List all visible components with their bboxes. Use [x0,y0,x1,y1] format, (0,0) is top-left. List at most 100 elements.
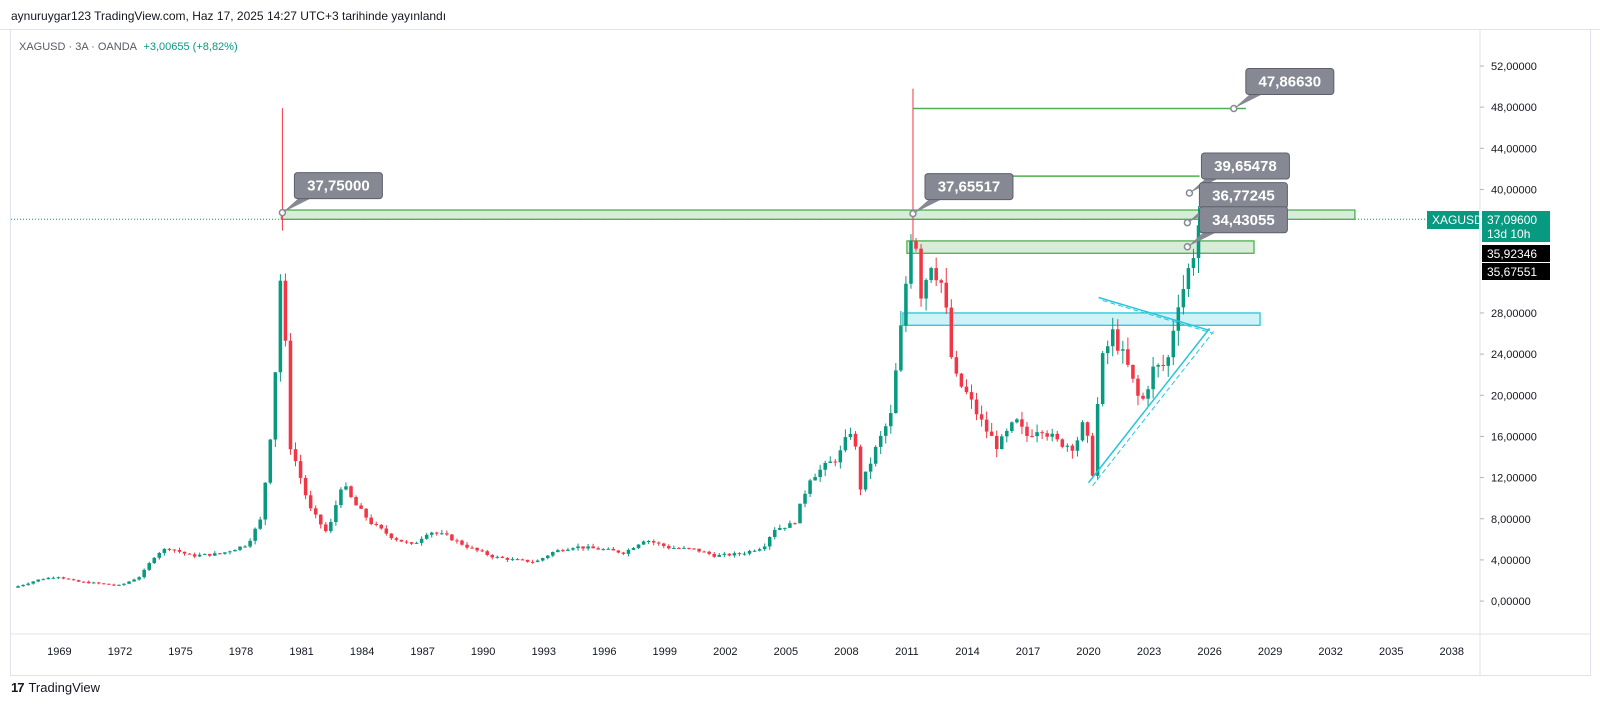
symbol-legend[interactable]: XAGUSD · 3A · OANDA +3,00655 (+8,82%) [19,41,238,53]
candle-body [66,578,71,580]
last-price-tag-countdown: 13d 10h [1487,227,1530,241]
callout-pointer [912,197,945,214]
candle-body [1080,422,1085,441]
symbol-tag [1427,211,1479,229]
x-tick-label: 1978 [229,646,253,658]
candle-body [863,471,868,490]
y-tick-label: 16,00000 [1491,431,1537,443]
candle-body [651,541,656,543]
candle-body [1161,365,1165,367]
candle-body [1171,330,1176,358]
candle-body [71,579,76,581]
candle-body [490,554,495,558]
candle-body [788,523,792,528]
publish-header: aynuruygar123 TradingView.com, Haz 17, 2… [0,0,1600,30]
x-tick-label: 1969 [47,646,71,658]
candle-body [278,280,283,373]
y-tick-label: 0,00000 [1491,596,1531,608]
candle-body [969,392,974,400]
candle-body [142,569,146,578]
x-tick-label: 1984 [350,646,374,658]
callout-layer: 37,75000 37,65517 47,86630 39,65478 36,77245… [278,68,1335,251]
candle-body [984,419,989,432]
candle-body [182,551,187,554]
x-tick-label: 2029 [1258,646,1282,658]
candle-body [576,546,580,549]
candle-body [1000,436,1004,450]
x-tick-label: 1999 [653,646,677,658]
candle-body [450,534,454,541]
candle-body [561,550,565,552]
candle-body [904,283,908,326]
candle-body [470,547,474,549]
candle-body [1085,422,1090,436]
trendline-channel [1092,331,1215,487]
candle-body [677,548,681,550]
level-tag-2 [1482,263,1550,280]
candle-body [934,268,938,281]
candle-body [288,340,293,450]
candle-body [540,558,545,561]
y-tick-label: 40,00000 [1491,184,1537,196]
candle-body [616,550,621,553]
candle-body [737,553,742,555]
x-tick-label: 1996 [592,646,616,658]
candle-body [1005,430,1009,437]
candle-body [772,529,777,538]
candle-body [293,449,298,462]
candle-body [318,514,323,525]
candle-body [364,508,368,518]
candle-body [974,399,979,415]
candle-body [213,553,217,556]
candle-body [601,549,606,551]
candle-body [192,554,197,557]
candle-body [273,372,278,440]
candle-body [349,486,353,498]
candle-body [566,549,570,551]
x-tick-label: 2020 [1076,646,1100,658]
last-price-tag [1482,211,1550,242]
candle-body [894,370,898,414]
candle-body [167,548,172,550]
candle-body [399,539,404,542]
candle-body [344,486,348,490]
candle-body [152,557,157,564]
tradingview-logo[interactable]: 17 TradingView [11,679,100,695]
candle-body [767,537,772,547]
callout-value: 36,77245 [1212,188,1275,205]
candle-body [530,561,535,563]
candle-body [697,548,701,552]
x-tick-label: 1975 [168,646,192,658]
x-tick-label: 1990 [471,646,495,658]
candle-body [424,534,429,539]
candle-body [97,582,101,584]
x-tick-label: 2035 [1379,646,1403,658]
candle-body [722,553,727,555]
trendline [1098,296,1210,332]
candle-body [646,541,651,543]
candle-body [51,577,56,579]
candle-body [480,550,484,552]
candle-body [298,461,303,478]
chart-frame [10,30,1591,676]
candle-body [783,527,787,529]
candle-body [1181,289,1186,308]
callout-box [1200,152,1290,180]
candle-body [394,538,399,540]
candle-body [460,540,464,545]
candle-body [435,532,439,534]
x-tick-label: 2017 [1016,646,1040,658]
candle-body [1070,445,1075,451]
candle-body [712,553,716,557]
candle-body [944,282,949,308]
candle-body [672,548,676,550]
candle-body [858,446,863,490]
tradingview-brand: TradingView [28,679,101,695]
candle-body [727,553,732,556]
candle-body [667,545,671,549]
y-tick-label: 24,00000 [1491,349,1537,361]
candle-body [621,552,626,554]
candle-body [228,551,232,553]
